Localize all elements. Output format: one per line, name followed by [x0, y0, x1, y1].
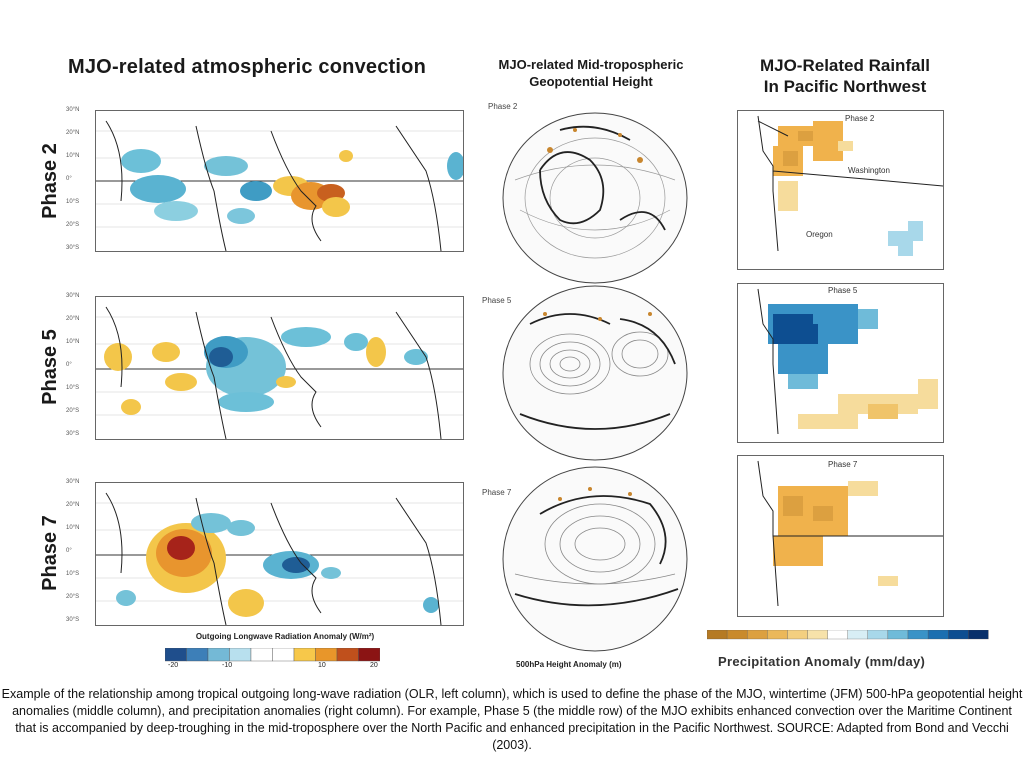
wa-map-phase-2-graphic — [757, 115, 943, 256]
lat-label: 10°N — [66, 153, 80, 159]
lat-label: 30°S — [66, 617, 80, 623]
latitude-axis-phase-7: 30°N 20°N 10°N 0° 10°S 20°S 30°S — [66, 479, 94, 629]
precip-colorbar-swatch — [847, 630, 868, 640]
olr-colorbar-swatch — [165, 648, 187, 662]
precip-colorbar-swatch — [827, 630, 848, 640]
precip-colorbar-swatch — [787, 630, 808, 640]
lat-label: 30°N — [66, 479, 80, 485]
lat-label: 10°N — [66, 339, 80, 345]
olr-colorbar — [165, 648, 380, 662]
height-title-line2: Geopotential Height — [529, 74, 653, 89]
olr-tick-label: -10 — [222, 662, 233, 669]
precip-colorbar-swatch — [707, 630, 728, 640]
washington-label: Washington — [848, 166, 890, 175]
latitude-axis-phase-2: 30°N 20°N 10°N 0° 10°S 20°S 30°S — [66, 107, 94, 257]
lat-label: 20°N — [66, 316, 80, 322]
lat-label: 30°S — [66, 245, 80, 251]
lat-label: 30°S — [66, 431, 80, 437]
wa-phase-2-label: Phase 2 — [845, 114, 875, 123]
latitude-axis-phase-5: 30°N 20°N 10°N 0° 10°S 20°S 30°S — [66, 293, 94, 443]
lat-label: 10°N — [66, 525, 80, 531]
globe-phase-5-label: Phase 5 — [482, 296, 512, 305]
olr-colorbar-swatch — [186, 648, 209, 662]
precip-colorbar-swatch — [726, 630, 748, 640]
wa-phase-7-label: Phase 7 — [828, 460, 858, 469]
precip-colorbar-title: Precipitation Anomaly (mm/day) — [718, 654, 926, 669]
olr-map-phase-2 — [95, 110, 464, 252]
olr-colorbar-swatch — [293, 648, 316, 662]
globe-phase-7-label: Phase 7 — [482, 488, 512, 497]
globe-phase-2-label: Phase 2 — [488, 102, 518, 111]
olr-map-phase-7-graphic — [96, 492, 463, 625]
wa-phase-5-label: Phase 5 — [828, 286, 858, 295]
olr-colorbar-swatch — [358, 648, 380, 662]
wa-map-phase-7-graphic — [757, 460, 943, 607]
olr-colorbar-swatch — [315, 648, 338, 662]
precip-colorbar-swatch — [887, 630, 909, 640]
precip-colorbar-swatch — [867, 630, 889, 640]
olr-map-phase-2-graphic — [96, 120, 463, 251]
wa-map-phase-2 — [737, 110, 944, 270]
precip-colorbar-swatch — [747, 630, 768, 640]
precip-colorbar-swatch — [927, 630, 949, 640]
figure-caption: Example of the relationship among tropic… — [1, 687, 1023, 752]
globe-phase-7 — [502, 466, 688, 652]
olr-colorbar-swatch — [250, 648, 273, 662]
height-title-line1: MJO-related Mid-tropospheric — [498, 57, 684, 72]
globe-phase-5 — [502, 285, 688, 461]
olr-colorbar-title: Outgoing Longwave Radiation Anomaly (W/m… — [195, 632, 375, 641]
phase-7-label: Phase 7 — [39, 515, 61, 591]
lat-label: 0° — [66, 362, 72, 368]
globe-phase-2 — [502, 112, 688, 284]
olr-colorbar-swatch — [229, 648, 252, 662]
phase-2-label: Phase 2 — [39, 143, 61, 219]
height-anomaly-label: 500hPa Height Anomaly (m) — [516, 660, 622, 669]
lat-label: 0° — [66, 548, 72, 554]
olr-column-title: MJO-related atmospheric convection — [68, 56, 427, 78]
precip-colorbar-swatch — [807, 630, 828, 640]
precip-colorbar-swatch — [907, 630, 929, 640]
precip-colorbar-swatch — [968, 630, 989, 640]
olr-map-phase-5-graphic — [96, 306, 463, 439]
olr-tick-label: 10 — [318, 662, 326, 669]
lat-label: 20°S — [66, 594, 80, 600]
wa-map-phase-5 — [737, 283, 944, 443]
olr-map-phase-7 — [95, 482, 464, 626]
rainfall-title-line2: In Pacific Northwest — [763, 77, 927, 96]
lat-label: 30°N — [66, 293, 80, 299]
precip-colorbar-swatch — [948, 630, 969, 640]
olr-tick-label: -20 — [168, 662, 179, 669]
lat-label: 20°N — [66, 502, 80, 508]
olr-map-phase-5 — [95, 296, 464, 440]
wa-map-phase-7 — [737, 455, 944, 617]
lat-label: 20°S — [66, 408, 80, 414]
lat-label: 10°S — [66, 385, 80, 391]
lat-label: 10°S — [66, 571, 80, 577]
precip-colorbar — [707, 630, 989, 640]
olr-colorbar-swatch — [207, 648, 230, 662]
lat-label: 0° — [66, 176, 72, 182]
olr-tick-label: 20 — [370, 662, 378, 669]
olr-colorbar-swatch — [336, 648, 359, 662]
lat-label: 20°N — [66, 130, 80, 136]
lat-label: 30°N — [66, 107, 80, 113]
precip-colorbar-swatch — [767, 630, 788, 640]
wa-map-phase-5-graphic — [757, 288, 938, 435]
rainfall-title-line1: MJO-Related Rainfall — [759, 56, 931, 75]
lat-label: 10°S — [66, 199, 80, 205]
height-column-title: MJO-related Mid-tropospheric Geopotentia… — [466, 56, 716, 90]
rainfall-column-title: MJO-Related Rainfall In Pacific Northwes… — [725, 55, 965, 97]
olr-colorbar-swatch — [272, 648, 295, 662]
lat-label: 20°S — [66, 222, 80, 228]
oregon-label: Oregon — [806, 230, 833, 239]
phase-5-label: Phase 5 — [39, 329, 61, 405]
